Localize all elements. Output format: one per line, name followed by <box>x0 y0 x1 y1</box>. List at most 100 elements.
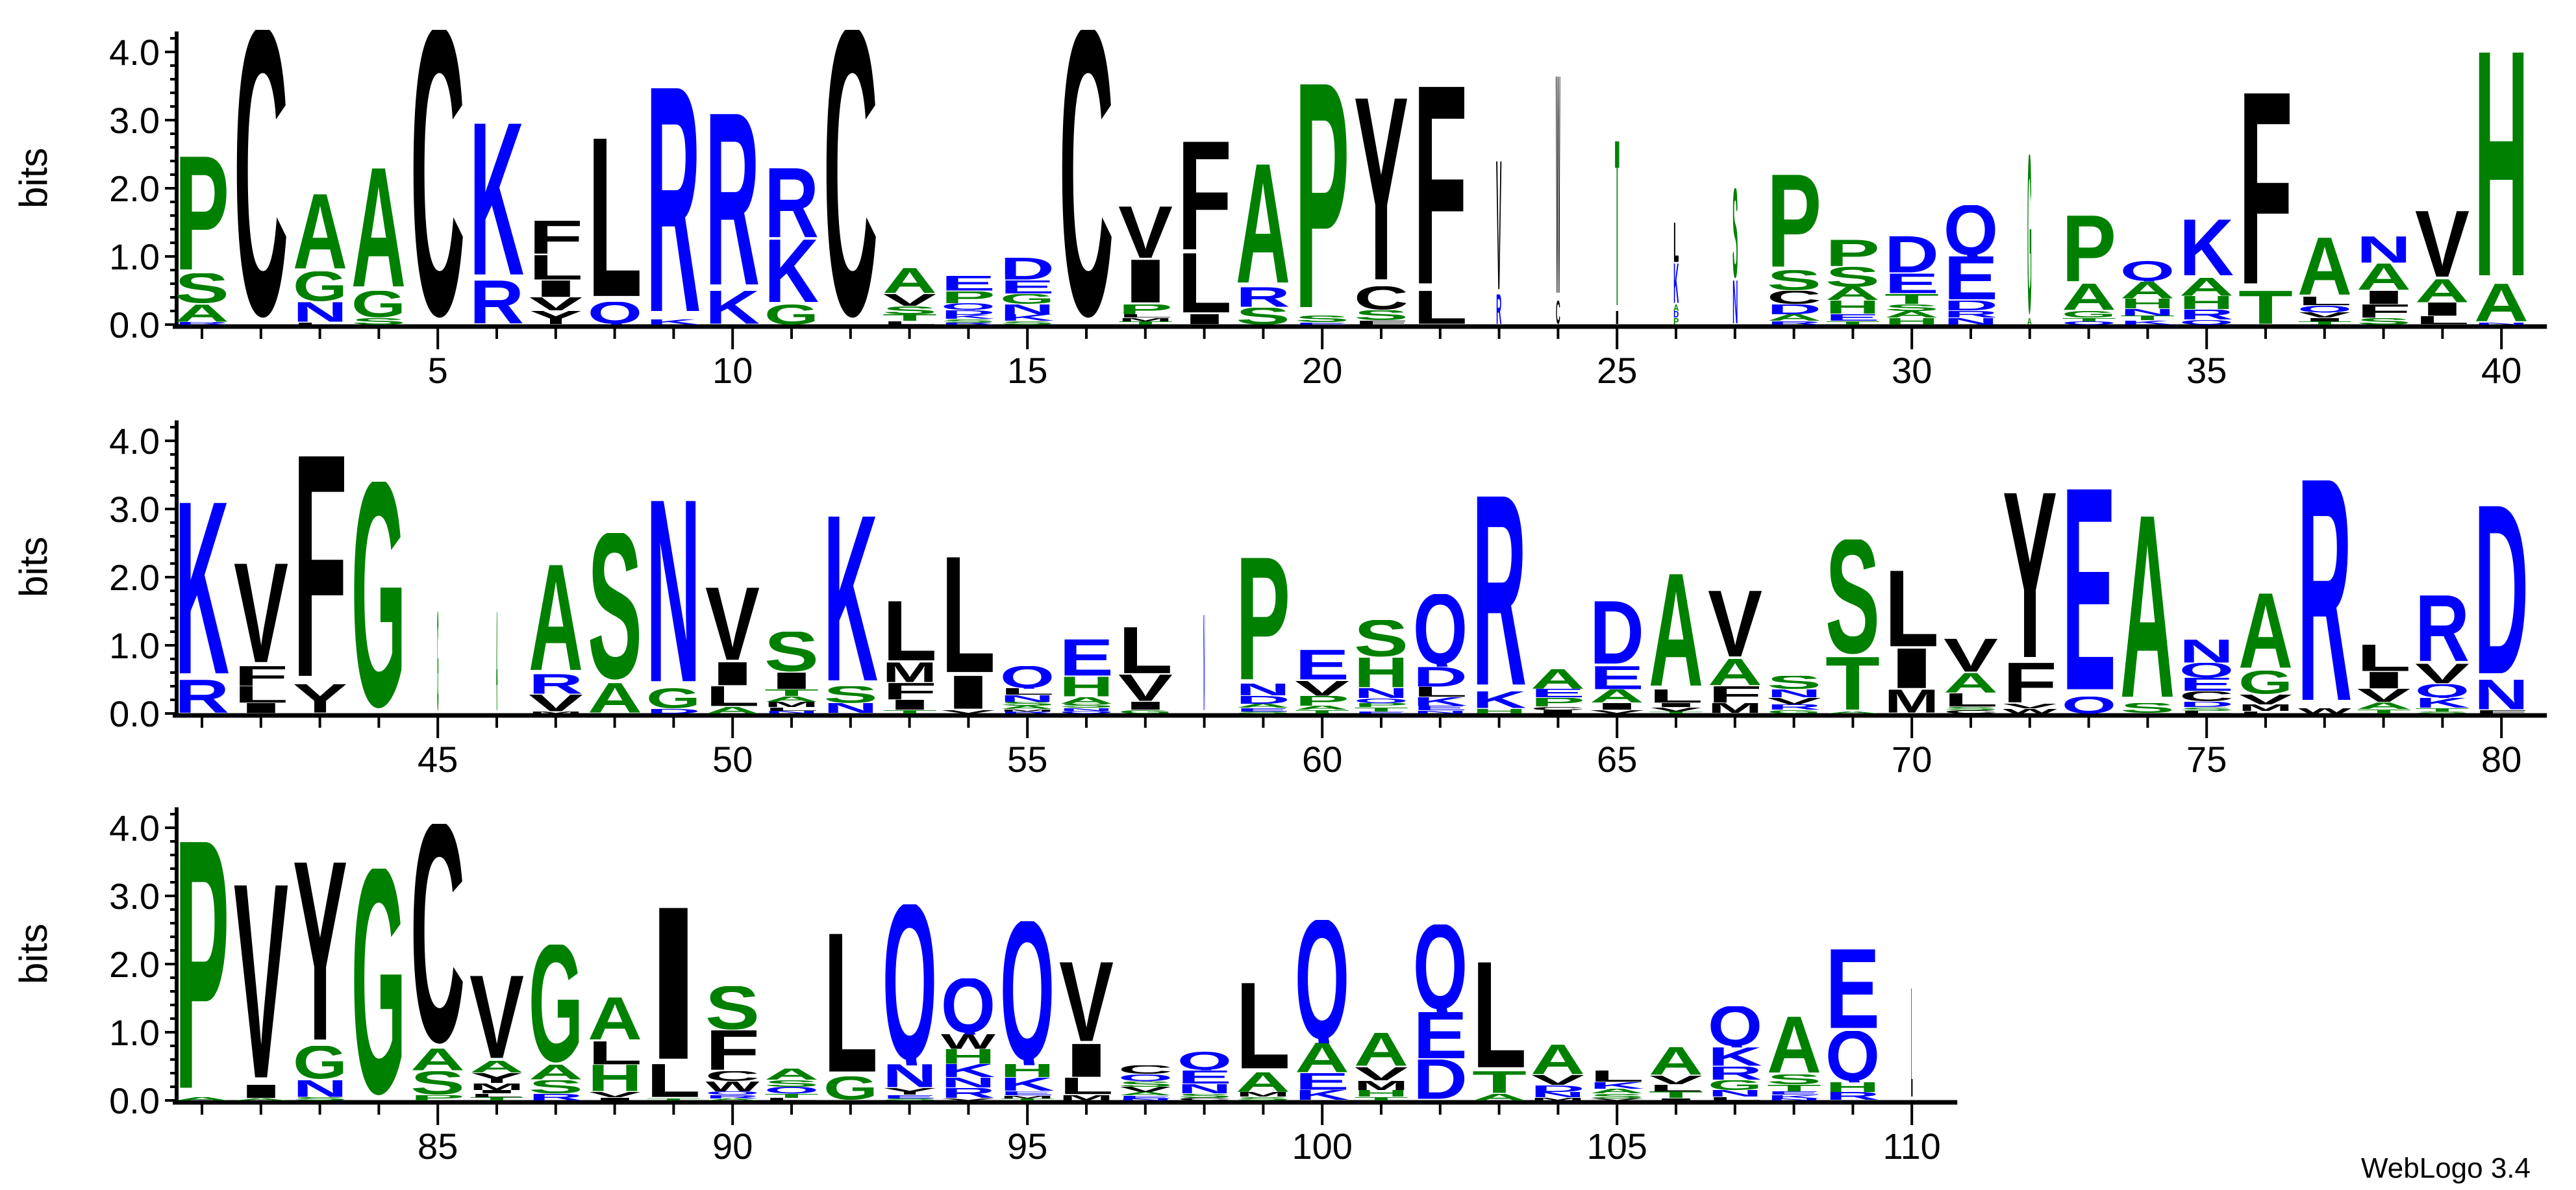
logo-letter-V: V <box>528 297 583 311</box>
logo-letter-I: I <box>1059 1043 1114 1078</box>
logo-letter-V: V <box>2002 704 2057 709</box>
logo-letter-Y: Y <box>882 1088 937 1095</box>
logo-letter-E: E <box>1059 639 1114 677</box>
logo-letter-L: L <box>1673 222 1679 264</box>
logo-letter-R: R <box>1471 496 1527 692</box>
logo-letter-R: R <box>764 167 819 240</box>
logo-letter-S: S <box>1177 1093 1232 1098</box>
y-tick-label: 2.0 <box>109 168 160 209</box>
logo-letter-V: V <box>1118 675 1173 702</box>
logo-letter-L: L <box>764 1097 819 1100</box>
logo-letter-E: E <box>1944 256 1998 301</box>
logo-letter-E: E <box>1825 314 1881 321</box>
logo-letter-K: K <box>175 502 229 680</box>
logo-letter-G: G <box>2238 670 2293 695</box>
logo-letter-H: H <box>2474 52 2529 284</box>
logo-letter-E: E <box>1590 665 1645 690</box>
x-tick-label: 90 <box>712 1126 753 1167</box>
logo-letter-F: F <box>292 456 347 684</box>
logo-letter-V: V <box>1295 680 1350 696</box>
logo-letter-A: A <box>2356 702 2411 710</box>
logo-letter-R: R <box>1944 311 1998 318</box>
logo-letter-G: G <box>1766 710 1821 713</box>
x-tick-label: 25 <box>1597 350 1637 391</box>
logo-letter-R: R <box>705 113 760 291</box>
logo-letter-W: W <box>1556 75 1560 301</box>
logo-letter-I: I <box>2415 303 2470 317</box>
logo-letter-Q: Q <box>1000 921 1055 1065</box>
logo-letter-K: K <box>823 515 878 686</box>
logo-letter-R: R <box>1496 293 1502 325</box>
logo-letter-G: G <box>2027 154 2032 318</box>
logo-letter-N: N <box>292 1080 347 1097</box>
logo-letter-C: C <box>1944 710 1998 713</box>
logo-letter-D: D <box>1673 311 1679 318</box>
logo-letter-S: S <box>1884 304 1940 311</box>
logo-letter-I: I <box>2356 290 2411 304</box>
logo-letter-M: M <box>1000 709 1055 712</box>
logo-letter-S: S <box>1236 1097 1291 1100</box>
logo-letter-I: I <box>233 1084 288 1098</box>
logo-letter-E: E <box>941 276 996 291</box>
logo-letter-A: A <box>764 1068 819 1080</box>
logo-letter-W: W <box>941 1034 996 1050</box>
logo-letter-T: T <box>1000 1098 1055 1100</box>
logo-letter-M: M <box>1118 317 1173 321</box>
logo-letter-E: E <box>1884 273 1940 294</box>
logo-letter-S: S <box>1944 706 1998 710</box>
logo-letter-C: C <box>1766 290 1821 304</box>
logo-letter-L: L <box>1649 1084 1703 1092</box>
logo-letter-T: T <box>1649 1091 1703 1098</box>
logo-letter-A: A <box>1590 1089 1645 1094</box>
logo-letter-N: N <box>1000 695 1055 702</box>
logo-letter-N: N <box>1766 1098 1821 1100</box>
logo-letter-V: V <box>1531 1075 1586 1085</box>
logo-letter-M: M <box>469 1083 524 1091</box>
logo-letter-L: L <box>2179 710 2234 713</box>
logo-letter-A: A <box>351 167 406 291</box>
logo-letter-N: N <box>1531 1092 1586 1098</box>
logo-letter-L: L <box>1649 689 1703 704</box>
logo-letter-T: T <box>469 1097 524 1100</box>
logo-letter-F: F <box>1707 686 1762 704</box>
logo-letter-G: G <box>823 1076 878 1100</box>
logo-letter-A: A <box>705 706 760 713</box>
logo-letter-C: C <box>410 823 466 1049</box>
y-tick-label: 0.0 <box>109 1080 160 1121</box>
y-tick-label: 1.0 <box>109 1012 160 1053</box>
logo-letter-F: F <box>705 1030 760 1071</box>
logo-letter-Y: Y <box>2002 492 2057 663</box>
logo-letter-D: D <box>646 708 701 713</box>
logo-letter-S: S <box>1766 1074 1821 1085</box>
logo-letter-L: L <box>1884 570 1940 649</box>
logo-letter-Q: Q <box>1295 919 1350 1043</box>
logo-letter-A: A <box>1236 704 1291 708</box>
logo-letter-V: V <box>528 694 583 712</box>
logo-letter-S: S <box>1236 711 1291 713</box>
logo-letter-P: P <box>1295 84 1350 316</box>
y-tick-label: 3.0 <box>109 489 160 530</box>
logo-letter-N: N <box>1236 683 1291 696</box>
logo-letter-T: T <box>1118 321 1173 325</box>
logo-letter-F: F <box>2356 304 2411 318</box>
logo-letter-K: K <box>941 1064 996 1078</box>
logo-letter-R: R <box>175 679 229 713</box>
logo-letter-S: S <box>1732 188 1738 280</box>
logo-letter-L: L <box>1059 1078 1114 1095</box>
logo-letter-A: A <box>2061 284 2116 311</box>
logo-letter-L: L <box>1000 688 1055 695</box>
logo-letter-A: A <box>1766 1016 1821 1075</box>
logo-letter-R: R <box>528 674 583 695</box>
logo-letter-R: R <box>175 321 229 325</box>
logo-letter-S: S <box>764 1080 819 1087</box>
logo-letter-R: R <box>941 1088 996 1098</box>
logo-letter-Q: Q <box>941 303 996 310</box>
logo-letter-H: H <box>1354 1090 1408 1097</box>
logo-letter-I: I <box>233 703 288 713</box>
logo-letter-L: L <box>1944 693 1998 707</box>
logo-letter-A: A <box>587 997 642 1041</box>
y-tick-label: 3.0 <box>109 100 160 141</box>
logo-letter-Q: Q <box>1412 924 1468 1012</box>
logo-letter-Q: Q <box>705 1091 760 1095</box>
